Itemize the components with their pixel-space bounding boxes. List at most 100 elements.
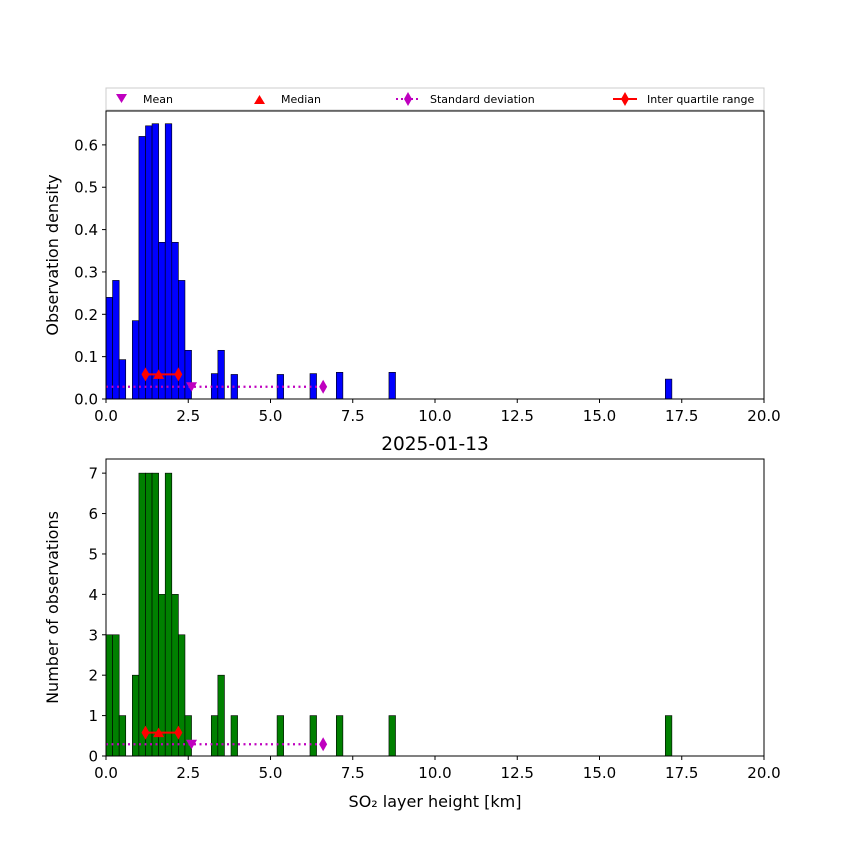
density-iqr-high-marker — [174, 367, 183, 382]
density-std-marker — [319, 379, 328, 394]
density-x-tick-label: 2.5 — [176, 407, 200, 425]
count-x-tick-label: 12.5 — [501, 764, 534, 782]
count-bar — [335, 715, 344, 757]
count-std-marker — [319, 737, 328, 752]
count-plot-frame — [105, 458, 765, 757]
density-bar — [112, 280, 120, 400]
density-median-marker — [153, 369, 165, 379]
count-x-tick-label: 2.5 — [176, 764, 200, 782]
density-y-ticks: 0.0 0.1 0.2 0.3 0.4 0.5 0.6 — [74, 136, 106, 409]
std-marker-icon — [404, 92, 412, 106]
legend-item-std: Standard deviation — [396, 92, 535, 106]
density-x-tick-label: 20.0 — [747, 407, 780, 425]
density-x-tick-label: 5.0 — [259, 407, 283, 425]
count-bar — [309, 715, 317, 757]
count-y-tick-label: 7 — [88, 465, 98, 483]
count-y-tick-label: 0 — [88, 748, 98, 766]
density-stat-markers — [106, 367, 328, 394]
density-x-tick-label: 10.0 — [418, 407, 451, 425]
count-x-tick-label: 20.0 — [747, 764, 780, 782]
count-bar — [164, 472, 173, 757]
count-x-tick-label: 10.0 — [418, 764, 451, 782]
count-x-tick-label: 15.0 — [583, 764, 616, 782]
count-iqr-low-marker — [141, 725, 150, 740]
count-y-axis-label: Number of observations — [43, 511, 62, 704]
legend-item-mean: Mean — [116, 93, 173, 106]
mean-marker-icon — [116, 94, 127, 103]
legend: Mean Median Standard deviation Inter qua… — [105, 87, 765, 111]
count-bar — [276, 715, 284, 757]
count-y-tick-label: 2 — [88, 667, 98, 685]
density-histogram-panel: 0.0 2.5 5.0 7.5 10.0 12.5 15.0 17.5 20.0 0.0 0.1 0… — [43, 110, 781, 425]
count-y-tick-label: 1 — [88, 707, 98, 725]
density-bar — [388, 372, 396, 400]
legend-label-std: Standard deviation — [430, 93, 535, 106]
density-bar — [145, 125, 153, 400]
density-x-tick-label: 17.5 — [665, 407, 698, 425]
count-bar — [145, 472, 153, 757]
density-bar — [184, 349, 192, 400]
count-y-ticks: 0 1 2 3 4 5 6 7 — [88, 465, 106, 766]
legend-label-iqr: Inter quartile range — [647, 93, 754, 106]
count-bar — [132, 674, 140, 757]
count-x-tick-label: 17.5 — [665, 764, 698, 782]
density-bar — [151, 123, 159, 400]
count-chart-title: 2025-01-13 — [381, 434, 489, 455]
density-bar — [164, 123, 173, 400]
count-x-tick-label: 0.0 — [94, 764, 118, 782]
count-x-tick-label: 5.0 — [259, 764, 283, 782]
count-bar — [138, 472, 146, 757]
density-plot-frame — [105, 110, 765, 400]
density-y-tick-label: 0.4 — [74, 221, 98, 239]
count-iqr-high-marker — [174, 725, 183, 740]
density-bar — [118, 359, 127, 400]
density-bar — [105, 297, 113, 400]
density-x-tick-label: 12.5 — [501, 407, 534, 425]
density-y-tick-label: 0.1 — [74, 348, 98, 366]
density-bar — [335, 372, 344, 400]
count-x-axis-label: SO₂ layer height [km] — [349, 792, 522, 811]
count-bar — [210, 715, 219, 757]
count-x-tick-label: 7.5 — [341, 764, 365, 782]
density-y-tick-label: 0.5 — [74, 179, 98, 197]
density-y-tick-label: 0.6 — [74, 136, 98, 154]
count-bar — [184, 715, 192, 757]
count-bar — [664, 715, 673, 757]
density-bar — [217, 349, 225, 400]
density-bar — [664, 378, 673, 400]
density-x-tick-label: 15.0 — [583, 407, 616, 425]
count-bar — [105, 634, 113, 757]
density-bar — [138, 136, 146, 400]
density-bar — [132, 320, 140, 400]
count-bars — [105, 472, 673, 757]
density-x-tick-label: 0.0 — [94, 407, 118, 425]
count-bar — [118, 715, 127, 757]
density-mean-marker — [186, 382, 198, 392]
count-median-marker — [153, 727, 165, 738]
density-iqr-low-marker — [141, 367, 150, 382]
count-mean-marker — [186, 739, 198, 750]
density-bar — [178, 280, 186, 400]
count-y-tick-label: 4 — [88, 586, 98, 604]
density-y-tick-label: 0.0 — [74, 391, 98, 409]
iqr-marker-icon — [621, 92, 629, 106]
density-x-ticks: 0.0 2.5 5.0 7.5 10.0 12.5 15.0 17.5 20.0 — [94, 399, 781, 425]
count-y-tick-label: 6 — [88, 505, 98, 523]
count-histogram-panel: 2025-01-13 0.0 2.5 5.0 7.5 10.0 12.5 15.0 17.5 2… — [43, 434, 781, 811]
legend-item-iqr: Inter quartile range — [613, 92, 754, 106]
legend-item-median: Median — [254, 93, 321, 106]
count-stat-markers — [106, 725, 328, 752]
density-y-axis-label: Observation density — [43, 174, 62, 335]
density-x-tick-label: 7.5 — [341, 407, 365, 425]
count-bar — [230, 715, 238, 757]
density-y-tick-label: 0.3 — [74, 263, 98, 281]
legend-label-median: Median — [281, 93, 321, 106]
legend-frame — [105, 87, 765, 111]
count-y-tick-label: 5 — [88, 545, 98, 563]
legend-label-mean: Mean — [143, 93, 173, 106]
count-bar — [112, 634, 120, 757]
count-bar — [151, 472, 159, 757]
density-bars — [105, 123, 673, 400]
median-marker-icon — [254, 95, 265, 104]
